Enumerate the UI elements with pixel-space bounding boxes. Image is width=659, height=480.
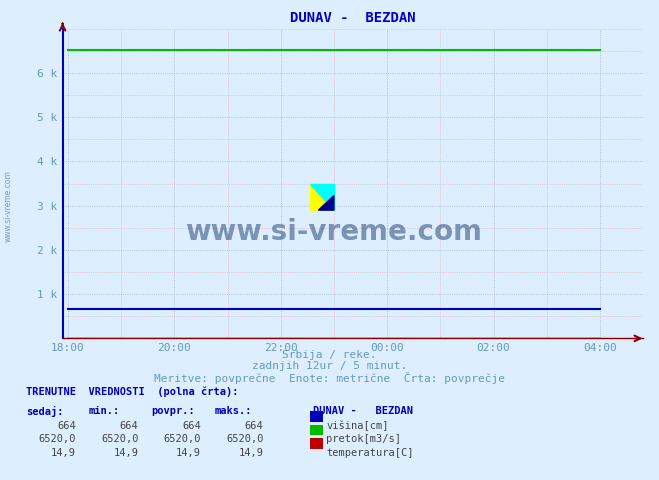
Text: 6520,0: 6520,0 bbox=[163, 434, 201, 444]
Polygon shape bbox=[318, 195, 334, 210]
Text: sedaj:: sedaj: bbox=[26, 406, 64, 417]
Bar bbox=[310, 184, 334, 210]
Text: 664: 664 bbox=[183, 421, 201, 431]
Text: višina[cm]: višina[cm] bbox=[326, 421, 389, 432]
Text: DUNAV -   BEZDAN: DUNAV - BEZDAN bbox=[313, 406, 413, 416]
Text: Srbija / reke.: Srbija / reke. bbox=[282, 350, 377, 360]
Text: 664: 664 bbox=[245, 421, 264, 431]
Text: www.si-vreme.com: www.si-vreme.com bbox=[3, 170, 13, 242]
Text: 664: 664 bbox=[120, 421, 138, 431]
Text: min.:: min.: bbox=[89, 406, 120, 416]
Text: 14,9: 14,9 bbox=[239, 448, 264, 458]
Text: www.si-vreme.com: www.si-vreme.com bbox=[185, 218, 482, 246]
Text: temperatura[C]: temperatura[C] bbox=[326, 448, 414, 458]
Polygon shape bbox=[310, 183, 334, 210]
Text: pretok[m3/s]: pretok[m3/s] bbox=[326, 434, 401, 444]
Text: 664: 664 bbox=[57, 421, 76, 431]
Text: TRENUTNE  VREDNOSTI  (polna črta):: TRENUTNE VREDNOSTI (polna črta): bbox=[26, 386, 239, 397]
Title: DUNAV -  BEZDAN: DUNAV - BEZDAN bbox=[290, 11, 415, 25]
Text: 6520,0: 6520,0 bbox=[38, 434, 76, 444]
Text: 6520,0: 6520,0 bbox=[226, 434, 264, 444]
Text: 6520,0: 6520,0 bbox=[101, 434, 138, 444]
Text: 14,9: 14,9 bbox=[113, 448, 138, 458]
Text: povpr.:: povpr.: bbox=[152, 406, 195, 416]
Text: zadnjih 12ur / 5 minut.: zadnjih 12ur / 5 minut. bbox=[252, 361, 407, 371]
Text: 14,9: 14,9 bbox=[51, 448, 76, 458]
Text: 14,9: 14,9 bbox=[176, 448, 201, 458]
Text: maks.:: maks.: bbox=[214, 406, 252, 416]
Text: Meritve: povprečne  Enote: metrične  Črta: povprečje: Meritve: povprečne Enote: metrične Črta:… bbox=[154, 372, 505, 384]
